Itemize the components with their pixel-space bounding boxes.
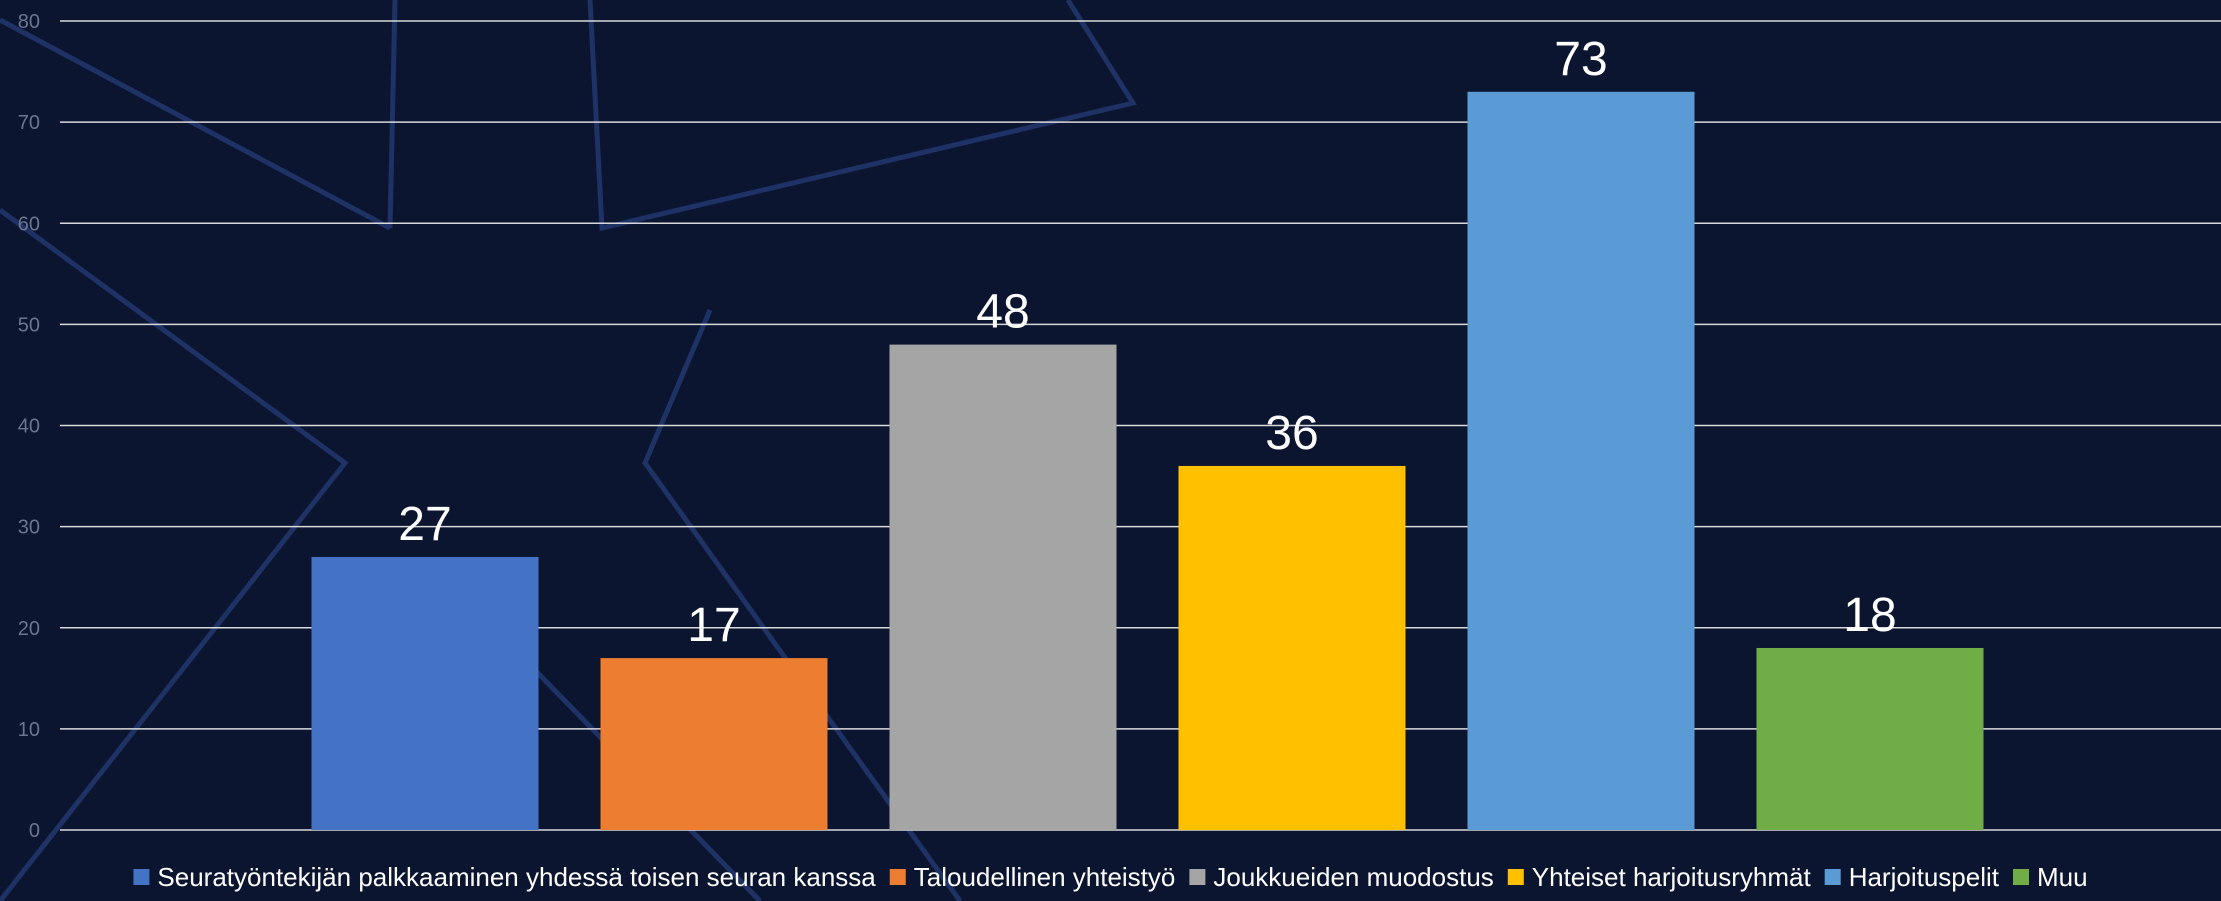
deco-line [0, 207, 349, 901]
y-tick-label: 40 [18, 416, 40, 438]
legend-label: Harjoituspelit [1849, 862, 2000, 892]
data-label: 18 [1843, 589, 1896, 642]
legend-swatch [1189, 869, 1206, 885]
legend-item: Yhteiset harjoitusryhmät [1507, 862, 1812, 892]
legend-item: Joukkueiden muodostus [1189, 862, 1494, 892]
deco-line [387, 0, 398, 229]
y-tick-label: 50 [18, 314, 40, 336]
y-tick-label: 30 [18, 517, 40, 539]
deco-line [642, 309, 963, 901]
legend-swatch [1824, 869, 1841, 885]
y-tick-label: 80 [18, 11, 40, 33]
data-label: 73 [1554, 33, 1607, 86]
legend-swatch [1507, 869, 1524, 885]
y-tick-label: 70 [18, 112, 40, 134]
legend-item: Seuratyöntekijän palkkaaminen yhdessä to… [133, 862, 876, 892]
y-axis: 0 10 20 30 40 50 60 70 80 [18, 11, 40, 842]
bar [1178, 465, 1406, 830]
bar [600, 658, 828, 830]
legend-label: Seuratyöntekijän palkkaaminen yhdessä to… [157, 862, 876, 892]
y-tick-label: 0 [29, 820, 40, 842]
data-label: 27 [398, 498, 451, 551]
legend: Seuratyöntekijän palkkaaminen yhdessä to… [133, 862, 2088, 892]
bar [889, 344, 1117, 830]
y-tick-label: 60 [18, 213, 40, 235]
bar [1467, 91, 1695, 831]
legend-swatch [133, 869, 150, 885]
data-label: 48 [976, 286, 1029, 339]
data-labels: 27 17 48 36 73 18 [398, 33, 1896, 652]
data-label: 17 [687, 599, 740, 652]
bars [311, 91, 1984, 831]
gridlines [60, 20, 2221, 831]
bar [1756, 647, 1984, 830]
legend-label: Taloudellinen yhteistyö [914, 862, 1176, 892]
legend-swatch [2012, 869, 2029, 885]
legend-item: Taloudellinen yhteistyö [889, 862, 1176, 892]
deco-line [587, 0, 1137, 232]
bar [311, 556, 539, 830]
legend-label: Muu [2037, 862, 2088, 892]
y-tick-label: 10 [18, 719, 40, 741]
legend-label: Joukkueiden muodostus [1213, 862, 1493, 892]
y-tick-label: 20 [18, 618, 40, 640]
legend-label: Yhteiset harjoitusryhmät [1532, 862, 1812, 892]
legend-swatch [889, 869, 906, 885]
deco-line [0, 17, 392, 231]
legend-item: Muu [2012, 862, 2088, 892]
data-label: 36 [1265, 407, 1318, 460]
legend-item: Harjoituspelit [1824, 862, 2000, 892]
